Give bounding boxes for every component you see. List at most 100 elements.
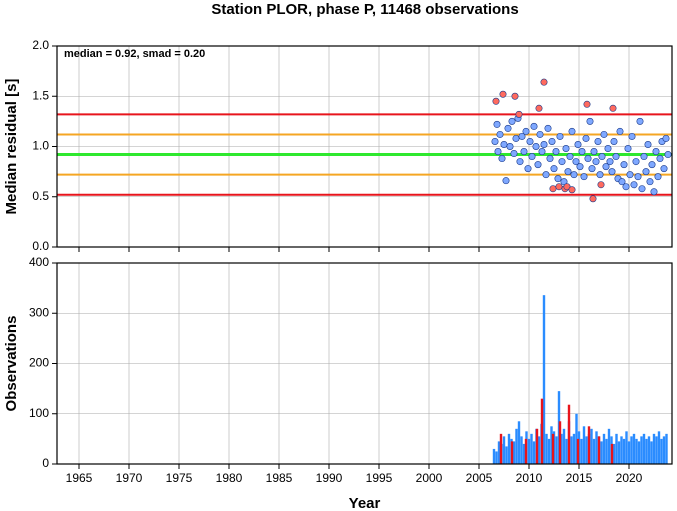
point — [583, 100, 591, 108]
point — [528, 153, 536, 161]
point — [638, 185, 646, 193]
point — [628, 132, 636, 140]
bar — [565, 438, 568, 464]
point — [534, 161, 542, 169]
bar — [542, 295, 546, 464]
point — [630, 181, 638, 189]
point — [597, 181, 605, 189]
bar — [530, 433, 533, 464]
point — [558, 158, 566, 166]
point — [554, 175, 562, 183]
bar — [560, 433, 563, 464]
bar — [650, 441, 653, 464]
point — [504, 124, 512, 132]
point — [546, 155, 554, 163]
x-axis-label: Year — [349, 495, 381, 511]
bar — [562, 428, 566, 464]
bar — [607, 428, 611, 464]
point — [634, 173, 642, 181]
bar — [647, 436, 651, 464]
bar — [660, 438, 663, 464]
bar — [657, 431, 661, 464]
point — [556, 132, 564, 140]
bar — [635, 438, 638, 464]
point — [652, 148, 660, 156]
point — [492, 97, 500, 105]
bar — [524, 438, 528, 464]
point — [600, 130, 608, 138]
point — [646, 178, 654, 186]
bar — [537, 436, 541, 464]
bar — [520, 436, 523, 464]
bar — [532, 441, 536, 464]
point — [536, 130, 544, 138]
bar — [595, 431, 598, 464]
point — [506, 143, 514, 151]
point — [552, 148, 560, 156]
point — [582, 134, 590, 142]
point — [586, 117, 594, 125]
x-tick-label: 1965 — [66, 471, 93, 485]
bar — [602, 433, 606, 464]
bar — [507, 433, 511, 464]
bar — [665, 433, 668, 464]
point — [650, 188, 658, 196]
point — [664, 151, 672, 159]
point — [562, 145, 570, 153]
x-tick-label: 1985 — [266, 471, 293, 485]
y-tick-label: 400 — [29, 255, 49, 269]
point — [656, 155, 664, 163]
point — [524, 165, 532, 173]
point — [618, 178, 626, 186]
point — [594, 137, 602, 145]
bar — [522, 443, 526, 464]
bar — [655, 436, 658, 464]
bar — [535, 428, 539, 464]
bar — [630, 436, 633, 464]
point — [568, 186, 576, 194]
point — [604, 145, 612, 153]
bar — [582, 426, 586, 464]
point — [510, 150, 518, 158]
bar — [555, 436, 558, 464]
bar — [587, 426, 591, 464]
point — [564, 168, 572, 176]
chart-title: Station PLOR, phase P, 11468 observation… — [211, 1, 518, 18]
point — [644, 140, 652, 148]
bar — [597, 436, 601, 464]
bar — [640, 436, 643, 464]
point — [550, 165, 558, 173]
x-tick-label: 1980 — [216, 471, 243, 485]
y-tick-label: 1.5 — [32, 88, 49, 102]
point — [500, 140, 508, 148]
bar — [540, 398, 544, 464]
bar — [642, 433, 646, 464]
point — [515, 110, 523, 118]
bar — [527, 438, 531, 464]
point — [624, 145, 632, 153]
point — [609, 104, 617, 112]
point — [570, 171, 578, 179]
point — [590, 148, 598, 156]
bar — [499, 433, 503, 464]
bar — [576, 438, 580, 464]
point — [584, 155, 592, 163]
bar — [580, 438, 583, 464]
point — [612, 153, 620, 161]
bar — [550, 426, 553, 464]
point — [538, 148, 546, 156]
bar — [510, 441, 514, 464]
x-tick-label: 1975 — [166, 471, 193, 485]
bar — [570, 436, 573, 464]
point — [622, 183, 630, 191]
point — [535, 104, 543, 112]
y-axis-label: Observations — [3, 316, 20, 412]
bar — [551, 433, 555, 464]
point — [493, 120, 501, 128]
plot-frame — [56, 45, 673, 248]
point — [610, 137, 618, 145]
point — [549, 185, 557, 193]
bar — [590, 428, 593, 464]
bar — [617, 441, 621, 464]
point — [566, 153, 574, 161]
